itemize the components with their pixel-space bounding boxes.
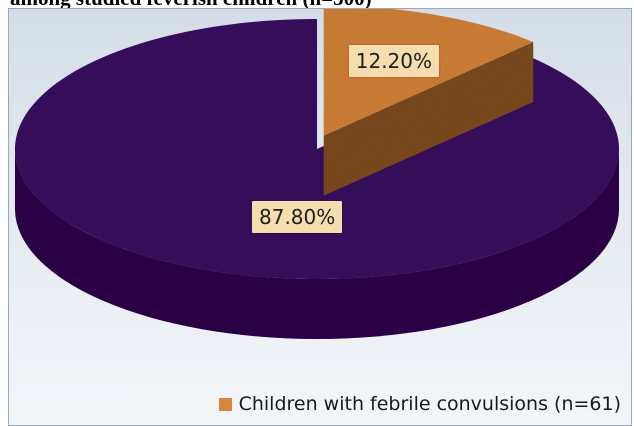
data-label-0: 12.20% [348, 44, 440, 77]
pie-chart [14, 9, 619, 339]
legend: Children with febrile convulsions (n=61) [218, 393, 621, 415]
data-label-1: 87.80% [252, 201, 343, 233]
title-strip: among studied feverish children (n=500) [0, 0, 634, 8]
chart-frame: 87.80% 12.20% Children with febrile convu… [8, 8, 632, 426]
page-title: among studied feverish children (n=500) [10, 0, 372, 8]
legend-label: Children with febrile convulsions (n=61) [238, 393, 621, 415]
legend-swatch [218, 397, 232, 411]
